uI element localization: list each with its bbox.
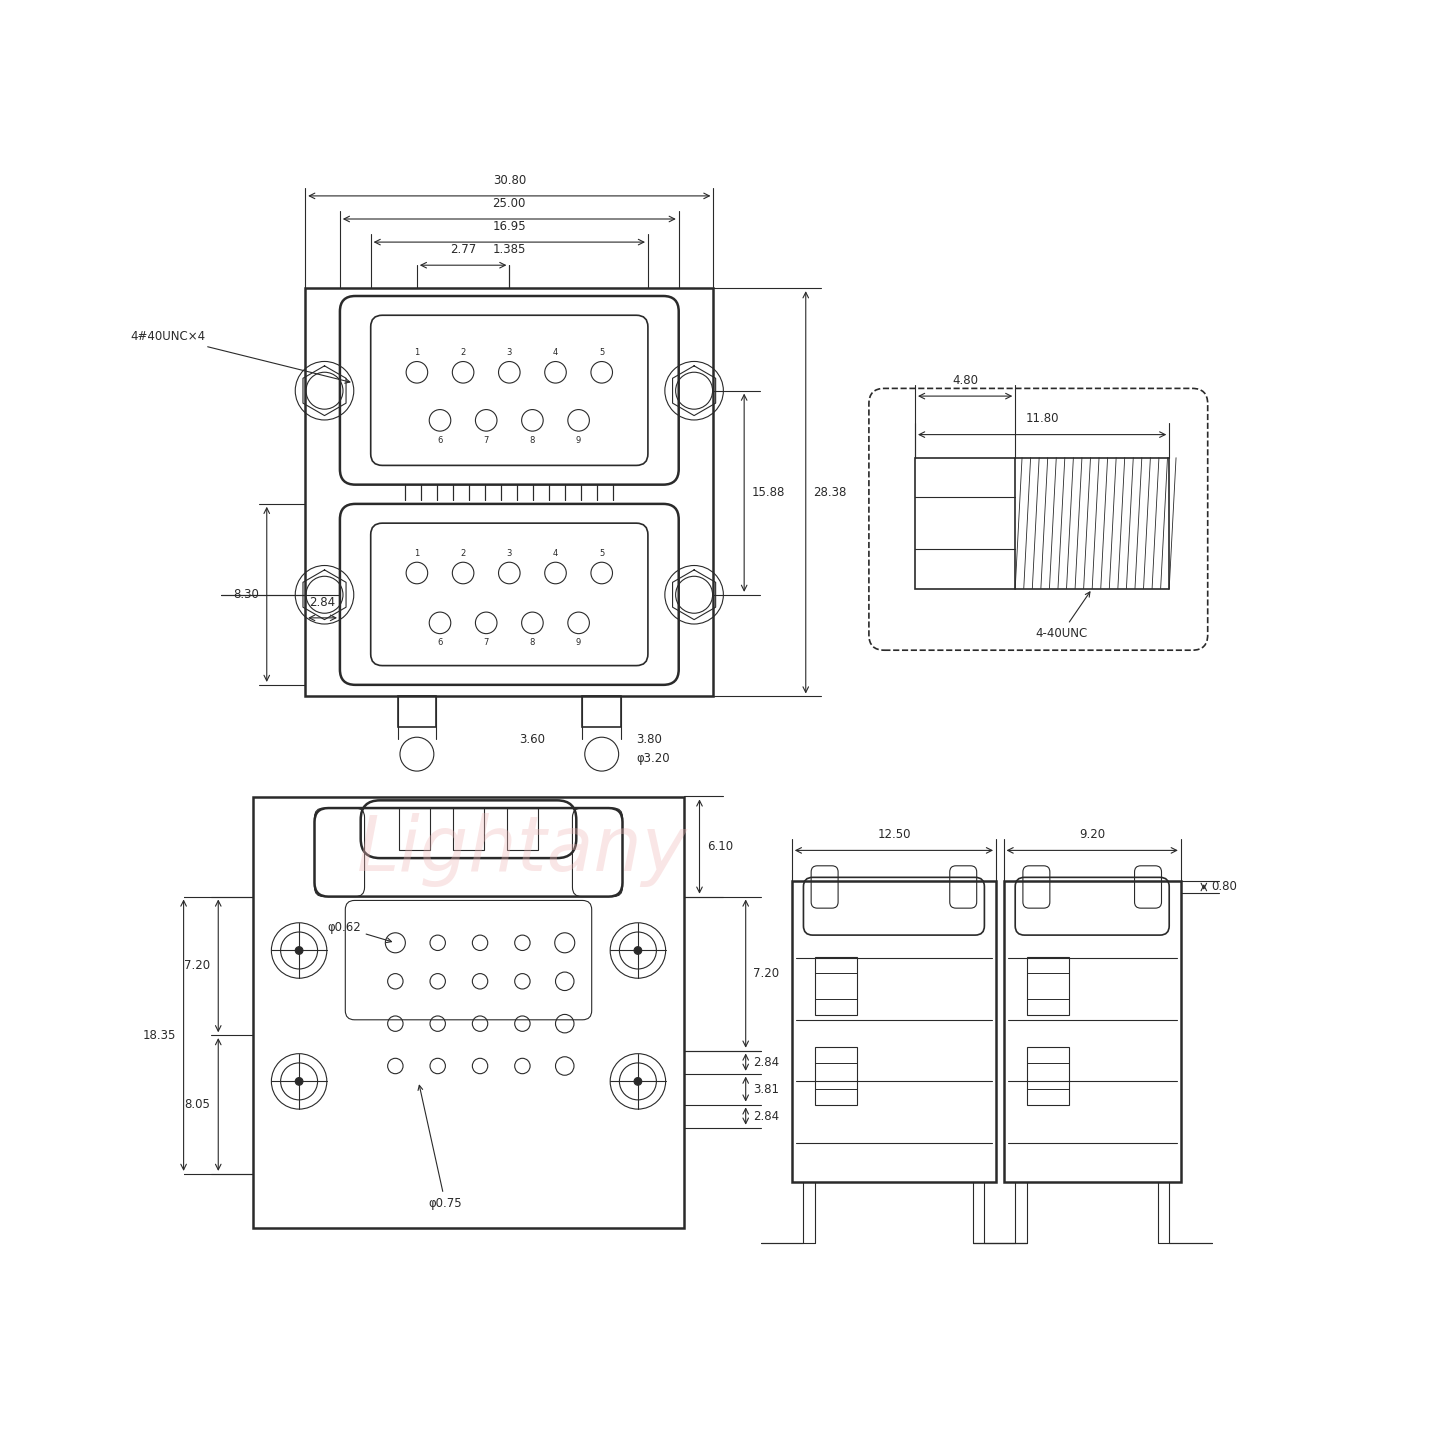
Text: 8.05: 8.05 xyxy=(184,1097,210,1112)
Text: 3.81: 3.81 xyxy=(753,1083,779,1096)
Text: 8: 8 xyxy=(530,638,536,647)
Text: Lightany: Lightany xyxy=(357,814,688,887)
Bar xyxy=(815,958,857,1015)
Text: 7.20: 7.20 xyxy=(184,959,210,972)
Bar xyxy=(1004,881,1181,1181)
Text: 11.80: 11.80 xyxy=(1025,412,1058,425)
Text: 8: 8 xyxy=(530,436,536,445)
Text: 4#40UNC×4: 4#40UNC×4 xyxy=(130,330,350,383)
Text: 5: 5 xyxy=(599,348,605,357)
Text: 2: 2 xyxy=(461,549,465,557)
Text: 16.95: 16.95 xyxy=(492,220,526,233)
Text: φ0.75: φ0.75 xyxy=(418,1086,462,1210)
Text: 4.80: 4.80 xyxy=(952,374,978,387)
Text: 7.20: 7.20 xyxy=(753,968,779,981)
Text: 3: 3 xyxy=(507,348,513,357)
Text: 1.385: 1.385 xyxy=(492,243,526,256)
Bar xyxy=(253,796,684,1228)
Text: 8.30: 8.30 xyxy=(233,588,259,600)
Text: 9.20: 9.20 xyxy=(1079,828,1106,841)
Text: 2.84: 2.84 xyxy=(753,1110,779,1123)
Text: 3.60: 3.60 xyxy=(520,733,546,746)
Bar xyxy=(507,808,537,851)
Circle shape xyxy=(634,1077,642,1086)
Text: 28.38: 28.38 xyxy=(814,485,847,498)
Bar xyxy=(305,288,713,697)
Bar xyxy=(399,808,431,851)
Text: 4: 4 xyxy=(553,348,559,357)
Bar xyxy=(914,458,1015,589)
Text: 6: 6 xyxy=(438,638,442,647)
Text: 4: 4 xyxy=(553,549,559,557)
Text: 2.77: 2.77 xyxy=(449,243,477,256)
Text: 15.88: 15.88 xyxy=(752,487,785,500)
Text: 1: 1 xyxy=(415,549,419,557)
Text: 25.00: 25.00 xyxy=(492,197,526,210)
Text: 12.50: 12.50 xyxy=(877,828,910,841)
Bar xyxy=(397,697,436,727)
Bar xyxy=(1027,1047,1068,1104)
Text: 7: 7 xyxy=(484,436,490,445)
Text: 2.84: 2.84 xyxy=(310,596,336,609)
Text: 1: 1 xyxy=(415,348,419,357)
Text: 9: 9 xyxy=(576,638,582,647)
Text: 3.80: 3.80 xyxy=(636,733,662,746)
Text: 4-40UNC: 4-40UNC xyxy=(1035,592,1090,641)
Text: 2.84: 2.84 xyxy=(753,1056,779,1068)
Text: 6: 6 xyxy=(438,436,442,445)
Bar xyxy=(582,697,621,727)
Text: 9: 9 xyxy=(576,436,582,445)
Text: 6.10: 6.10 xyxy=(707,840,733,852)
Text: 7: 7 xyxy=(484,638,490,647)
Bar xyxy=(792,881,996,1181)
Circle shape xyxy=(634,946,642,955)
Bar xyxy=(454,808,484,851)
Text: 3: 3 xyxy=(507,549,513,557)
Text: 30.80: 30.80 xyxy=(492,174,526,187)
Text: 18.35: 18.35 xyxy=(143,1028,176,1041)
Circle shape xyxy=(295,946,302,955)
Text: φ0.62: φ0.62 xyxy=(327,922,392,943)
Text: φ3.20: φ3.20 xyxy=(636,752,670,765)
Text: 5: 5 xyxy=(599,549,605,557)
Text: 0.80: 0.80 xyxy=(1211,880,1237,893)
Circle shape xyxy=(295,1077,302,1086)
Text: 2: 2 xyxy=(461,348,465,357)
Bar xyxy=(815,1047,857,1104)
Bar xyxy=(1027,958,1068,1015)
